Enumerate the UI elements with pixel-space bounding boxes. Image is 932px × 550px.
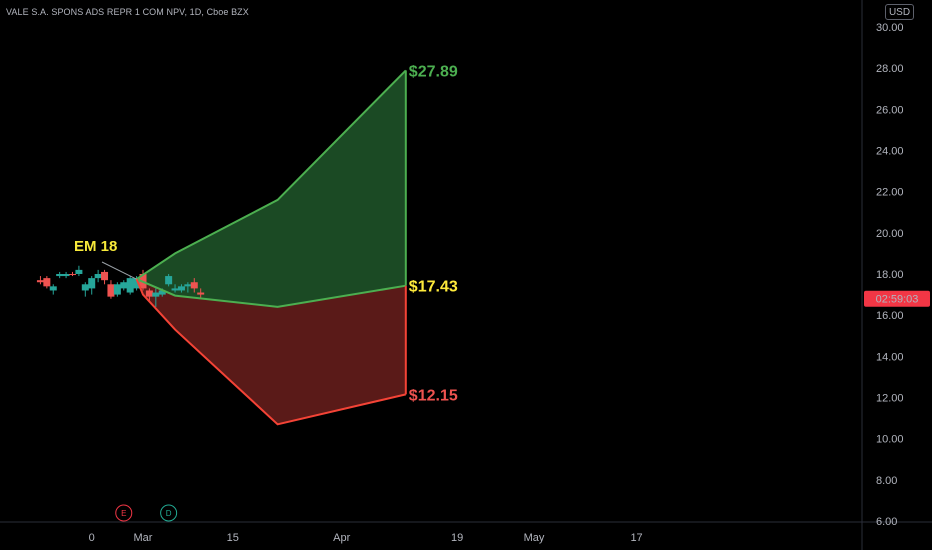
- candle-body[interactable]: [184, 284, 192, 287]
- price-axis-tick: 16.00: [876, 310, 904, 322]
- candle-body[interactable]: [49, 286, 57, 291]
- candle-body[interactable]: [152, 292, 160, 297]
- event-marker-label: D: [166, 509, 172, 518]
- countdown-badge: [864, 290, 930, 307]
- candle-body[interactable]: [88, 278, 96, 289]
- candle-body[interactable]: [36, 280, 44, 283]
- symbol-title: VALE S.A. SPONS ADS REPR 1 COM NPV, 1D, …: [6, 7, 249, 17]
- price-axis-tick: 18.00: [876, 269, 904, 281]
- upper-price-label: $27.89: [409, 63, 458, 80]
- candle-body[interactable]: [113, 284, 121, 295]
- candle-body[interactable]: [56, 274, 64, 277]
- price-axis-tick: 14.00: [876, 351, 904, 363]
- price-axis-tick: 6.00: [876, 516, 897, 528]
- currency-button[interactable]: USD: [885, 4, 914, 20]
- candle-body[interactable]: [145, 290, 153, 297]
- price-axis-tick: 10.00: [876, 434, 904, 446]
- event-marker-label: E: [121, 509, 126, 518]
- event-marker-icon[interactable]: [115, 504, 133, 522]
- lower-price-label: $12.15: [409, 387, 458, 404]
- time-axis-tick: Mar: [134, 532, 153, 544]
- price-axis-tick: 20.00: [876, 228, 904, 240]
- candle-body[interactable]: [107, 284, 115, 297]
- price-axis-tick: 12.00: [876, 393, 904, 405]
- time-axis-tick: 17: [630, 532, 642, 544]
- upper-range-line[interactable]: [136, 69, 407, 280]
- candle-body[interactable]: [197, 292, 205, 295]
- lower-range-fill: [136, 279, 406, 425]
- candle-body[interactable]: [94, 274, 102, 279]
- price-axis-tick: 24.00: [876, 146, 904, 158]
- candle-body[interactable]: [133, 278, 141, 289]
- time-axis-tick: Apr: [333, 532, 350, 544]
- mid-range-line[interactable]: [136, 278, 406, 308]
- candle-body[interactable]: [75, 269, 83, 274]
- price-axis-tick: 22.00: [876, 187, 904, 199]
- countdown-label: 02:59:03: [876, 294, 919, 306]
- time-axis-tick: 15: [227, 532, 239, 544]
- price-axis-tick: 26.00: [876, 104, 904, 116]
- em-label: EM 18: [74, 238, 117, 255]
- em-pointer-line: [101, 261, 137, 280]
- candle-body[interactable]: [43, 278, 51, 287]
- candle-body[interactable]: [68, 274, 76, 276]
- price-axis-tick: 8.00: [876, 475, 897, 487]
- candle-body[interactable]: [171, 288, 179, 291]
- candle-body[interactable]: [126, 278, 134, 293]
- candle-body[interactable]: [177, 286, 185, 291]
- candle-body[interactable]: [81, 284, 89, 291]
- upper-range-fill: [136, 70, 406, 307]
- lower-range-line[interactable]: [135, 278, 407, 426]
- time-axis-tick: 19: [451, 532, 463, 544]
- mid-price-label: $17.43: [409, 279, 458, 296]
- candle-body[interactable]: [190, 282, 198, 289]
- time-axis-tick: 0: [89, 532, 95, 544]
- price-axis-tick: 28.00: [876, 63, 904, 75]
- candle-body[interactable]: [165, 276, 173, 285]
- candle-body[interactable]: [158, 290, 166, 295]
- candle-body[interactable]: [101, 271, 109, 281]
- event-marker-icon[interactable]: [160, 504, 178, 522]
- time-axis-tick: May: [524, 532, 545, 544]
- price-axis-tick: 30.00: [876, 22, 904, 34]
- candle-body[interactable]: [62, 274, 70, 277]
- candle-body[interactable]: [120, 282, 128, 289]
